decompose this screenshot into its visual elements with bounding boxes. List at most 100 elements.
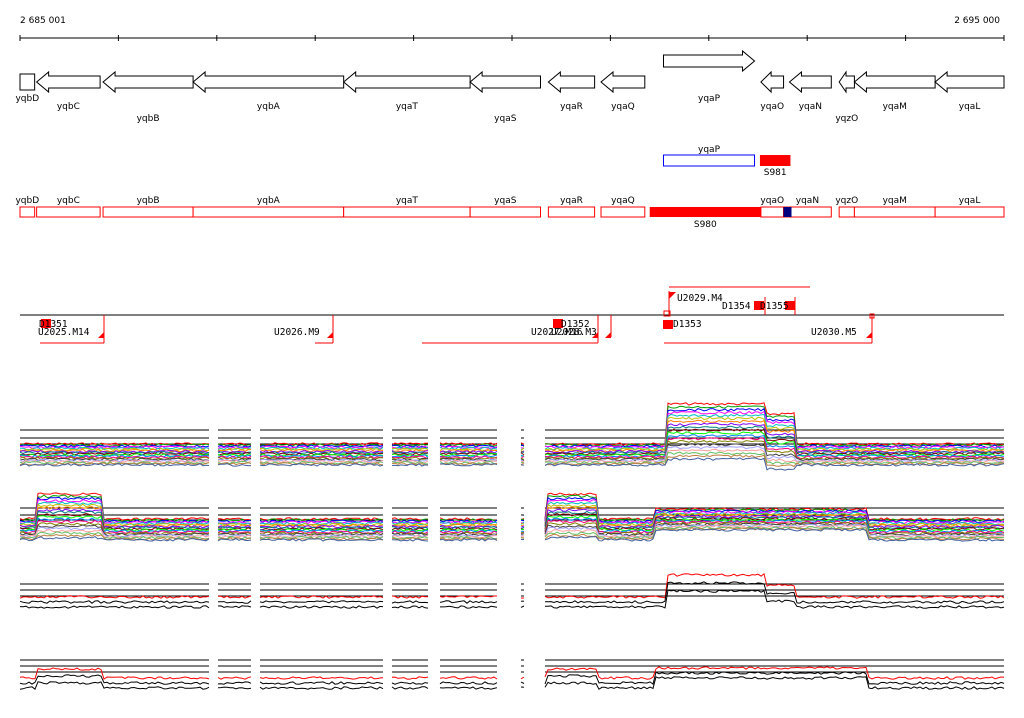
tu-flag: [327, 332, 333, 338]
segment-label-yqaQ: yqaQ: [611, 196, 635, 206]
expression-line: [260, 606, 383, 608]
expression-line: [392, 677, 428, 679]
segment-yqaQ: [601, 207, 645, 217]
expression-line: [545, 574, 1004, 598]
segment-yqaM: [854, 207, 935, 217]
tu-box-D1353: [663, 320, 673, 329]
expression-track-strand-minus-conditions: [20, 493, 1004, 541]
expression-line: [545, 590, 1004, 608]
expression-line: [260, 601, 383, 603]
segment-label-yqaN: yqaN: [796, 196, 819, 206]
gene-label-yqzO: yqzO: [835, 114, 858, 124]
segment-yqbA: [193, 207, 344, 217]
tu-label-U2026.M9: U2026.M9: [274, 327, 320, 338]
segment-label-yqaS: yqaS: [494, 196, 517, 206]
expression-line: [218, 687, 251, 689]
segment-label-yqaL: yqaL: [959, 196, 981, 206]
gene-label-yqaM: yqaM: [883, 102, 907, 112]
expression-line: [521, 606, 524, 607]
tu-label-U2029.M4: U2029.M4: [677, 293, 723, 304]
segment-label-yqaM: yqaM: [883, 196, 907, 206]
segment-yqbB: [103, 207, 193, 217]
tu-label-U2028.M3: U2028.M3: [551, 327, 597, 338]
tu-flag: [669, 292, 676, 299]
antisense-label-S981: S981: [764, 168, 787, 178]
gene-label-yqaS: yqaS: [494, 114, 517, 124]
segment-yqaO: [761, 207, 784, 217]
expression-line: [260, 677, 383, 679]
segment-yqaR: [548, 207, 594, 217]
segment-yqaS: [470, 207, 540, 217]
expression-line: [521, 453, 524, 455]
segment-yqbC: [37, 207, 100, 217]
expression-tracks: [20, 403, 1004, 689]
segment-label-yqaR: yqaR: [560, 196, 583, 206]
segment-yqaT: [344, 207, 470, 217]
segment-label-yqzO: yqzO: [835, 196, 858, 206]
transcript-S980: [650, 207, 761, 217]
expression-line: [392, 687, 428, 689]
gene-label-yqaN: yqaN: [799, 102, 822, 112]
coord-start-label: 2 685 001: [20, 16, 66, 26]
expression-track-strand-plus-summary: [20, 574, 1004, 608]
expression-line: [392, 601, 428, 603]
expression-line: [521, 682, 524, 683]
gene-label-yqaP: yqaP: [698, 94, 721, 104]
tu-label-U2025.M14: U2025.M14: [38, 327, 90, 338]
coord-end-label: 2 695 000: [954, 16, 1000, 26]
expression-line: [392, 606, 428, 608]
gene-label-yqaR: yqaR: [560, 102, 583, 112]
expression-line: [440, 682, 497, 684]
tu-label-D1353: D1353: [673, 319, 702, 330]
expression-line: [20, 668, 209, 679]
gene-label-yqbA: yqbA: [257, 102, 281, 112]
gene-arrow-yqaT: [344, 72, 470, 92]
expression-line: [545, 403, 1004, 445]
segment-label-yqaO: yqaO: [760, 196, 784, 206]
gene-label-yqbC: yqbC: [57, 102, 80, 112]
expression-line: [218, 682, 251, 684]
gene-label-yqaQ: yqaQ: [611, 102, 635, 112]
expression-line: [20, 606, 209, 608]
expression-line: [218, 677, 251, 679]
expression-track-strand-minus-summary: [20, 660, 1004, 689]
segment-yqzO: [839, 207, 854, 217]
expression-line: [440, 601, 497, 603]
gene-arrow-yqaN: [789, 72, 831, 92]
gene-arrow-yqbD: [20, 74, 35, 90]
gene-arrow-yqaO: [761, 72, 784, 92]
segment-yqbD: [20, 207, 35, 217]
gene-arrow-yqaR: [548, 72, 594, 92]
tu-label-D1354: D1354: [722, 301, 751, 312]
expression-line: [260, 682, 383, 684]
gene-label-yqaO: yqaO: [760, 102, 784, 112]
expression-line: [440, 687, 497, 689]
tu-flag: [605, 332, 611, 338]
expression-track-strand-plus-conditions: [20, 403, 1004, 470]
expression-line: [521, 461, 524, 462]
segment-yqaL: [935, 207, 1004, 217]
antisense-box-S981: [760, 155, 791, 166]
segment-label-yqbC: yqbC: [57, 196, 80, 206]
gene-arrow-yqbB: [103, 72, 193, 92]
expression-line: [440, 677, 497, 679]
antisense-box-yqaP: [664, 155, 755, 166]
segment-label-yqbA: yqbA: [257, 196, 281, 206]
gene-label-yqaL: yqaL: [959, 102, 981, 112]
expression-line: [218, 601, 251, 603]
expression-line: [440, 606, 497, 608]
gene-arrow-yqbC: [37, 72, 100, 92]
gene-arrow-yqaM: [854, 72, 935, 92]
segment-label-yqaT: yqaT: [396, 196, 419, 206]
segment-label-yqbB: yqbB: [137, 196, 160, 206]
gene-arrow-yqaS: [470, 72, 540, 92]
expression-line: [521, 520, 524, 521]
gene-arrow-yqaQ: [601, 72, 645, 92]
tu-label-D1355: D1355: [760, 301, 789, 312]
